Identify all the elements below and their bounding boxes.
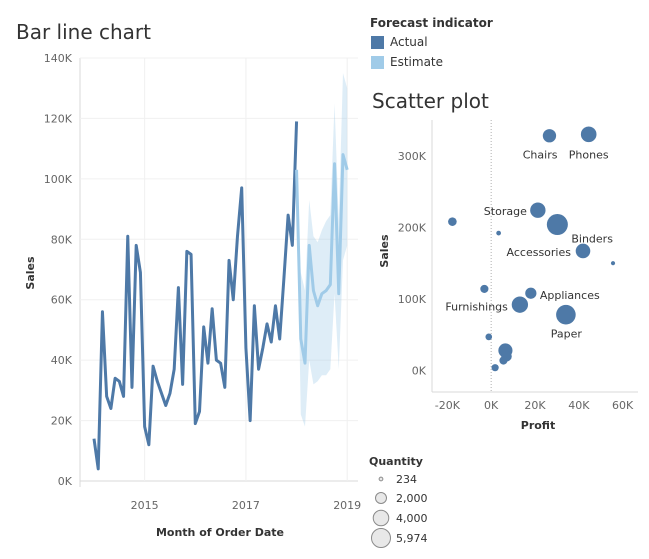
point-label: Binders	[571, 233, 613, 246]
scatter-chart: 0K 100K 200K 300K -20K 0K 20K 40K 60K Profit Sales…	[378, 120, 638, 432]
x-axis-label: Month of Order Date	[156, 526, 284, 539]
y-axis-label: Sales	[378, 234, 391, 268]
x-tick-label: 60K	[612, 399, 634, 412]
point-label: Accessories	[507, 246, 572, 259]
scatter-point	[511, 296, 529, 313]
actual-series-line	[92, 121, 299, 471]
estimate-series-line	[295, 153, 349, 365]
point-label: Chairs	[523, 149, 558, 162]
x-axis-label: Profit	[521, 419, 555, 432]
y-axis-label: Sales	[24, 256, 37, 290]
legend-label-estimate: Estimate	[390, 55, 444, 69]
legend-item-actual[interactable]: Actual	[371, 35, 428, 49]
y-tick-label: 200K	[398, 221, 427, 234]
x-tick-label: 40K	[568, 399, 590, 412]
legend-label-actual: Actual	[390, 35, 428, 49]
scatter-point	[491, 364, 499, 372]
y-tick-label: 300K	[398, 150, 427, 163]
x-tick-label: 0K	[484, 399, 499, 412]
scatter-point	[530, 202, 546, 218]
point-label: Furnishings	[445, 301, 508, 314]
line-chart-title: Bar line chart	[16, 20, 151, 44]
size-legend-label: 234	[396, 473, 417, 486]
x-tick-label: 2015	[131, 499, 159, 512]
quantity-size-legend: Quantity 234 2,000 4,000 5,974	[369, 455, 428, 548]
scatter-point	[546, 213, 568, 236]
scatter-point	[448, 217, 457, 226]
forecast-legend-title: Forecast indicator	[370, 16, 493, 30]
y-tick-label: 120K	[44, 112, 73, 125]
y-tick-label: 20K	[51, 415, 73, 428]
y-tick-label: 40K	[51, 354, 73, 367]
point-label: Appliances	[540, 289, 600, 302]
x-tick-label: 20K	[524, 399, 546, 412]
scatter-point	[542, 129, 557, 143]
estimate-swatch	[371, 55, 384, 69]
size-legend-circle	[371, 528, 391, 548]
scatter-point	[480, 284, 489, 294]
y-tick-label: 60K	[51, 294, 73, 307]
actual-swatch	[371, 35, 384, 49]
scatter-point	[499, 356, 508, 365]
size-legend-title: Quantity	[369, 455, 423, 468]
scatter-point	[575, 243, 591, 259]
point-label: Phones	[569, 148, 609, 161]
x-tick-label: 2017	[232, 499, 260, 512]
point-label: Paper	[551, 328, 583, 341]
scatter-point	[610, 261, 616, 266]
y-tick-label: 100K	[398, 293, 427, 306]
scatter-point	[496, 230, 501, 236]
estimate-confidence-band	[296, 73, 348, 427]
x-tick-label: 2019	[333, 499, 361, 512]
size-legend-label: 5,974	[396, 532, 428, 545]
y-tick-label: 0K	[58, 475, 73, 488]
y-tick-label: 100K	[44, 173, 73, 186]
y-tick-label: 140K	[44, 52, 73, 65]
scatter-chart-title: Scatter plot	[372, 89, 489, 113]
point-label: Storage	[484, 205, 527, 218]
scatter-point	[556, 304, 576, 325]
scatter-point	[580, 126, 597, 143]
size-legend-circle	[375, 492, 387, 504]
size-legend-label: 2,000	[396, 492, 428, 505]
size-legend-circle	[378, 476, 384, 482]
size-legend-label: 4,000	[396, 512, 428, 525]
line-chart: 0K 20K 40K 60K 80K 100K 120K 140K 2015 2017 2019 Mo…	[24, 52, 361, 539]
size-legend-circle	[372, 509, 390, 527]
legend-item-estimate[interactable]: Estimate	[371, 55, 443, 69]
y-tick-label: 0K	[412, 365, 427, 378]
scatter-point	[485, 333, 493, 341]
y-tick-label: 80K	[51, 233, 73, 246]
scatter-point	[525, 287, 537, 299]
x-tick-label: -20K	[435, 399, 461, 412]
